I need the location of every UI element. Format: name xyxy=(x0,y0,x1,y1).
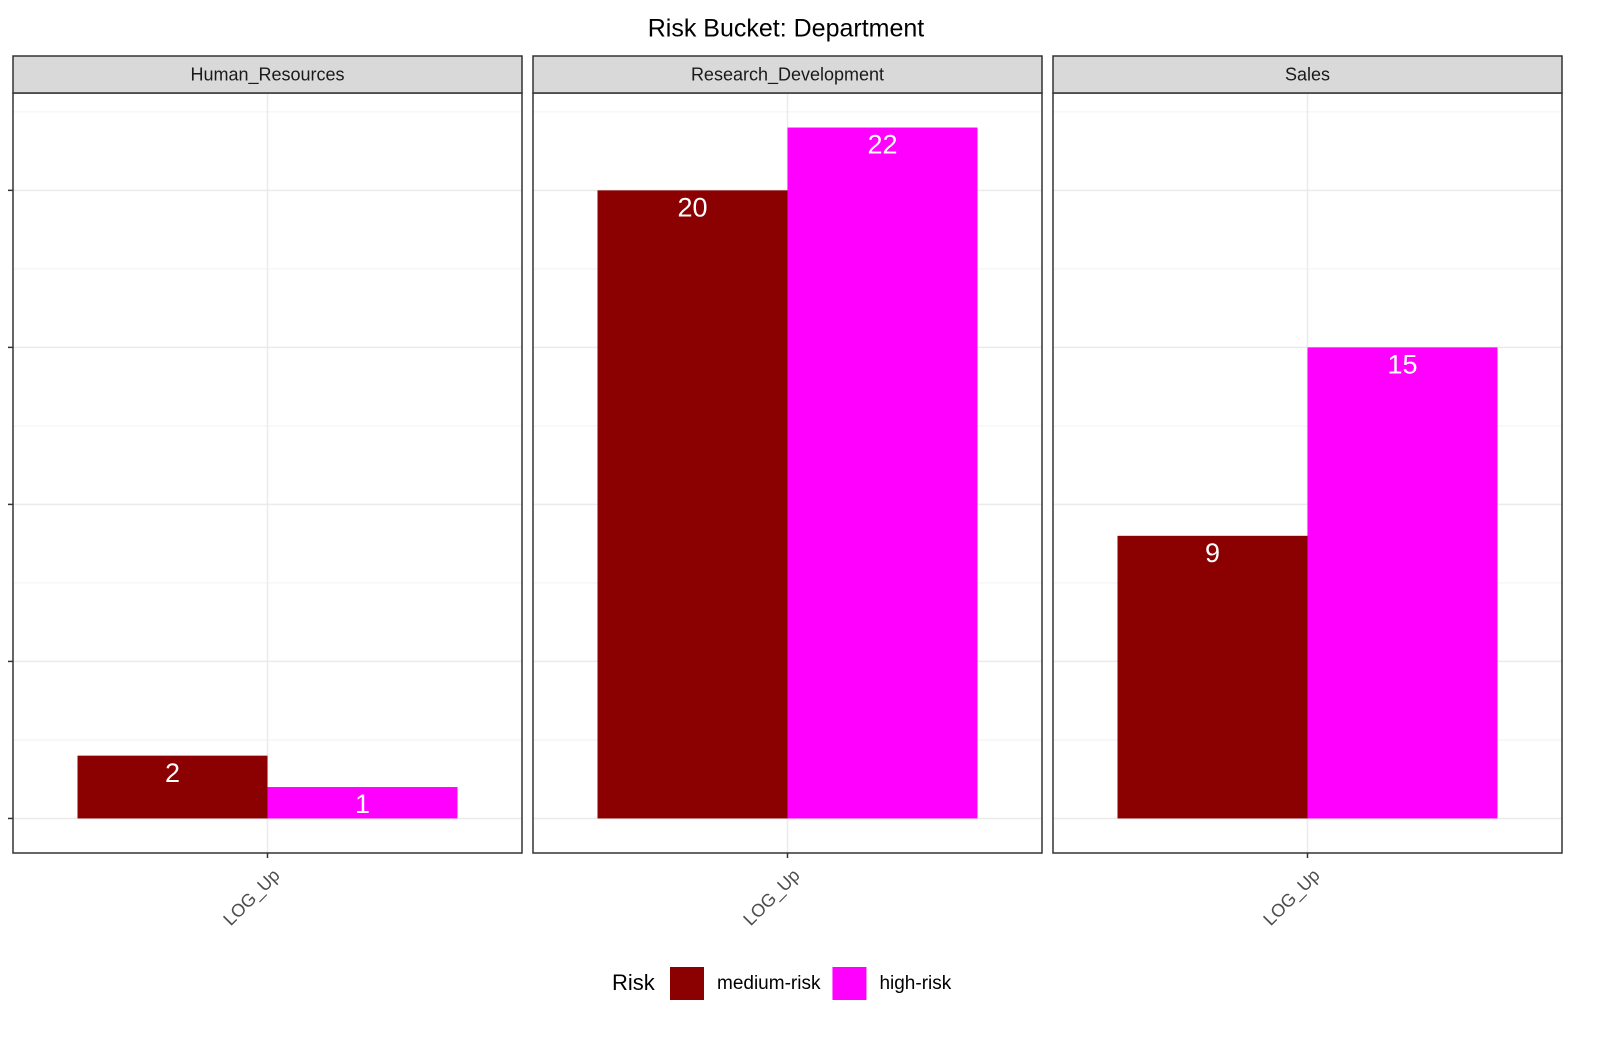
bar xyxy=(597,190,788,819)
legend-label: medium-risk xyxy=(717,973,821,994)
bar xyxy=(787,127,978,819)
bar xyxy=(267,787,458,819)
facet-label: Sales xyxy=(1285,64,1330,84)
data-label: 9 xyxy=(1205,538,1220,568)
facet-strip xyxy=(1052,55,1563,94)
bar xyxy=(1117,535,1308,819)
facet-strip xyxy=(12,55,523,94)
legend-swatch xyxy=(832,967,867,1000)
data-label: 22 xyxy=(867,130,897,160)
legend-title: Risk xyxy=(612,970,656,995)
chart-title: Risk Bucket: Department xyxy=(648,15,925,43)
legend-swatch xyxy=(670,967,704,1000)
facet-label: Human_Resources xyxy=(190,64,344,85)
data-label: 20 xyxy=(677,192,707,222)
facet-label: Research_Development xyxy=(691,64,884,85)
data-label: 2 xyxy=(165,758,180,788)
legend-label: high-risk xyxy=(879,973,951,994)
data-label: 15 xyxy=(1387,350,1417,380)
facet-strip xyxy=(532,55,1043,94)
data-label: 1 xyxy=(355,789,370,819)
bar xyxy=(77,755,268,819)
bar xyxy=(1307,347,1498,819)
